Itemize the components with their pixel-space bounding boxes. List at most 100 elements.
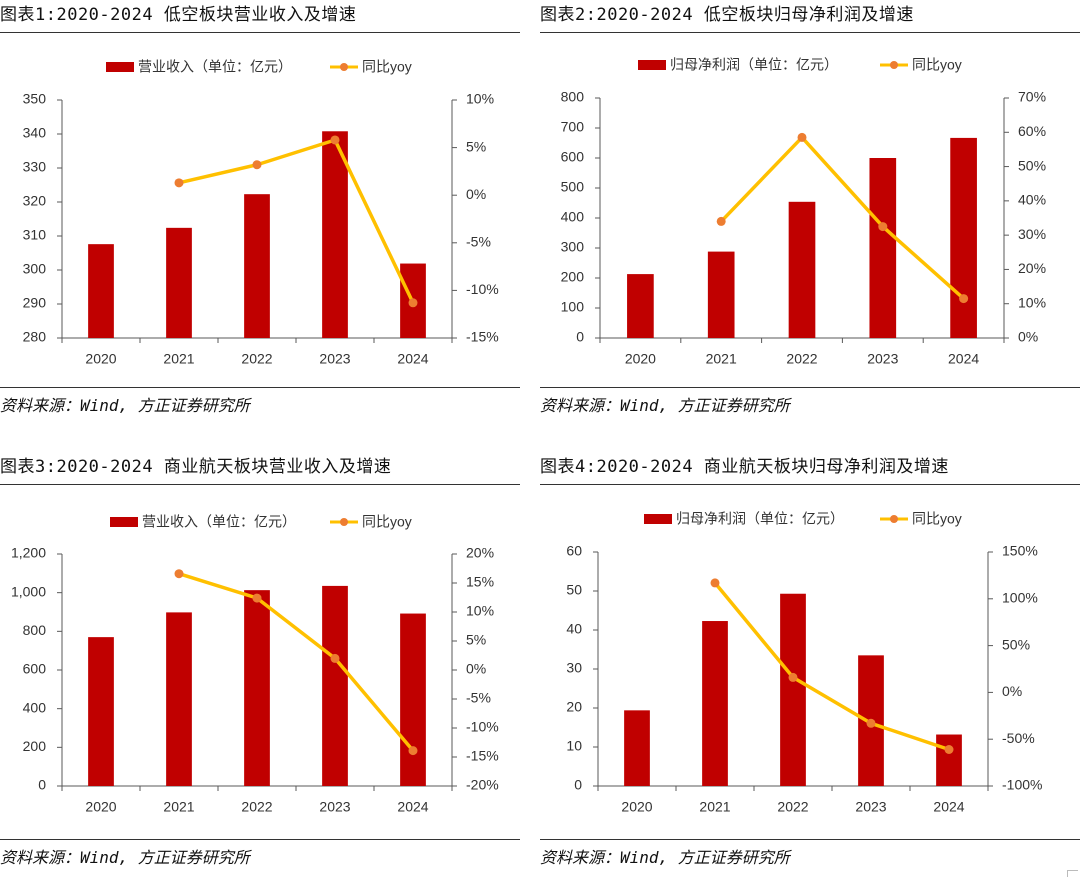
bar-2024	[950, 137, 977, 338]
y-right-tick-label: 10%	[1018, 294, 1046, 310]
y-left-tick-label: 340	[23, 125, 47, 141]
y-right-tick-label: -5%	[466, 690, 491, 706]
bar-2023	[322, 131, 348, 338]
y-left-tick-label: 200	[561, 269, 585, 285]
y-left-tick-label: 10	[566, 738, 582, 754]
legend-label-line: 同比yoy	[362, 514, 412, 530]
page-corner-mark	[1067, 870, 1078, 877]
y-left-tick-label: 50	[566, 582, 582, 598]
y-right-tick-label: 0%	[1018, 329, 1038, 345]
y-right-tick-label: 150%	[1002, 543, 1038, 559]
yoy-point	[710, 578, 720, 588]
chart-legend: 营业收入（单位：亿元） 同比yoy	[106, 59, 412, 75]
bar-2022	[244, 590, 270, 786]
legend-swatch-marker	[340, 518, 348, 526]
y-right-tick-label: -15%	[466, 329, 499, 345]
y-left-tick-label: 310	[23, 227, 47, 243]
yoy-point	[408, 298, 418, 308]
y-right-tick-label: 0%	[466, 661, 486, 677]
bar-2022	[780, 593, 806, 786]
y-left-tick-label: 0	[38, 777, 46, 793]
legend-swatch-bar	[638, 60, 666, 70]
x-tick-label: 2024	[397, 351, 428, 367]
chart-title: 图表4:2020-2024 商业航天板块归母净利润及增速	[540, 457, 949, 477]
y-left-tick-label: 1,200	[11, 545, 46, 561]
x-tick-label: 2020	[621, 799, 652, 815]
source-note: 资料来源：Wind, 方正证券研究所	[0, 396, 250, 415]
y-left-tick-label: 330	[23, 159, 47, 175]
y-left-tick-label: 320	[23, 193, 47, 209]
yoy-point	[330, 135, 340, 145]
y-left-tick-label: 30	[566, 660, 582, 676]
y-left-tick-label: 1,000	[11, 583, 46, 599]
x-tick-label: 2022	[777, 799, 808, 815]
x-tick-label: 2023	[855, 799, 886, 815]
y-left-tick-label: 200	[23, 738, 47, 754]
x-tick-label: 2021	[163, 799, 194, 815]
source-note: 资料来源：Wind, 方正证券研究所	[540, 848, 790, 867]
legend-label-bar: 营业收入（单位：亿元）	[142, 514, 296, 530]
source-rule	[540, 387, 1080, 388]
y-right-tick-label: 0%	[1002, 683, 1022, 699]
y-left-tick-label: 300	[561, 239, 585, 255]
chart-panel-2: 图表2:2020-2024 低空板块归母净利润及增速 归母净利润（单位：亿元） 同…	[540, 2, 1080, 422]
y-right-tick-label: 20%	[466, 545, 494, 561]
bar-2021	[166, 227, 192, 338]
y-right-tick-label: 40%	[1018, 192, 1046, 208]
chart-plot: 归母净利润（单位：亿元） 同比yoy 0 10 20 30 40 50 60 -100% -50% 0…	[566, 511, 1042, 815]
legend-label-bar: 归母净利润（单位：亿元）	[670, 57, 838, 73]
yoy-point	[944, 744, 954, 754]
source-note: 资料来源：Wind, 方正证券研究所	[0, 848, 250, 867]
y-right-tick-label: 0%	[466, 186, 486, 202]
y-right-tick-label: 15%	[466, 574, 494, 590]
bar-2021	[166, 612, 192, 786]
x-tick-label: 2020	[85, 351, 116, 367]
chart-plot: 营业收入（单位：亿元） 同比yoy 280 290 300 310 320 330 340 350…	[23, 59, 499, 367]
legend-swatch-bar	[110, 517, 138, 527]
title-rule	[0, 484, 520, 485]
bar-2024	[400, 613, 426, 786]
y-left-tick-label: 60	[566, 543, 582, 559]
y-left-tick-label: 40	[566, 621, 582, 637]
yoy-point	[866, 718, 876, 728]
chart-legend: 归母净利润（单位：亿元） 同比yoy	[638, 57, 962, 73]
y-right-tick-label: 50%	[1002, 636, 1030, 652]
yoy-line	[178, 138, 415, 304]
y-right-tick-label: -20%	[466, 777, 499, 793]
y-right-tick-label: 50%	[1018, 157, 1046, 173]
bar-2020	[88, 637, 114, 786]
bar-2021	[707, 251, 735, 338]
x-tick-label: 2022	[241, 799, 272, 815]
y-right-tick-label: -5%	[466, 234, 491, 250]
chart-title: 图表2:2020-2024 低空板块归母净利润及增速	[540, 5, 914, 25]
y-left-tick-label: 350	[23, 91, 47, 107]
chart-plot: 营业收入（单位：亿元） 同比yoy 0 200 400 600 800 1,000 1,200 -…	[11, 514, 499, 815]
source-note: 资料来源：Wind, 方正证券研究所	[540, 396, 790, 415]
chart-panel-1: 图表1:2020-2024 低空板块营业收入及增速 营业收入（单位：亿元） 同比y…	[0, 2, 520, 422]
legend-swatch-marker	[890, 515, 898, 523]
legend-label-line: 同比yoy	[362, 59, 412, 75]
y-left-tick-label: 400	[23, 699, 47, 715]
source-rule	[0, 387, 520, 388]
y-right-tick-label: -50%	[1002, 730, 1035, 746]
x-tick-label: 2021	[699, 799, 730, 815]
yoy-line	[178, 572, 415, 752]
legend-swatch-marker	[890, 61, 898, 69]
title-rule	[0, 32, 520, 33]
y-right-tick-label: 20%	[1018, 260, 1046, 276]
legend-swatch-marker	[340, 63, 348, 71]
bar-2021	[702, 621, 728, 786]
x-tick-label: 2024	[933, 799, 964, 815]
yoy-line	[713, 581, 950, 752]
y-left-tick-label: 500	[561, 179, 585, 195]
chart-panel-4: 图表4:2020-2024 商业航天板块归母净利润及增速 归母净利润（单位：亿元…	[540, 454, 1080, 876]
x-tick-label: 2022	[786, 351, 817, 367]
y-right-tick-label: 5%	[466, 138, 486, 154]
y-left-tick-label: 600	[23, 661, 47, 677]
title-rule	[540, 484, 1080, 485]
yoy-point	[174, 178, 184, 188]
chart-legend: 归母净利润（单位：亿元） 同比yoy	[644, 511, 962, 527]
yoy-point	[716, 216, 726, 226]
y-left-tick-label: 800	[23, 622, 47, 638]
y-right-tick-label: 100%	[1002, 590, 1038, 606]
